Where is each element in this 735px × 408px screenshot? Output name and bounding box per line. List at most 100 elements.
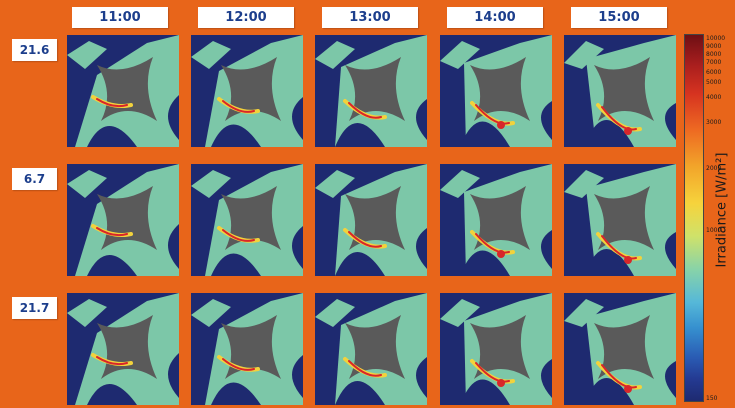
shadow-lobe <box>168 353 179 398</box>
shadow-lobe <box>665 361 676 398</box>
hotspot-band <box>96 98 128 108</box>
map-panel-r1-c2 <box>191 35 303 147</box>
sunlit-patch <box>67 170 107 198</box>
obstacle-shape <box>221 57 281 121</box>
shadow-lobe <box>335 123 385 147</box>
shadow-lobe <box>665 232 676 269</box>
hotspot-band <box>601 364 637 389</box>
hotspot-band <box>475 233 510 254</box>
colorbar-tick: 1000 <box>706 227 722 234</box>
sunlit-patch <box>564 299 604 327</box>
hotspot <box>624 256 632 264</box>
shadow-lobe <box>335 381 385 405</box>
hotspot <box>497 121 505 129</box>
hotspot-band <box>96 227 128 237</box>
map-panel-r3-c5 <box>564 293 676 405</box>
colorbar-title: Irradiance [W/m²] <box>714 152 730 268</box>
map-panel-r2-c3 <box>315 164 427 276</box>
colorbar-tick: 5000 <box>706 79 722 86</box>
time-label-1: 11:00 <box>72 7 168 28</box>
obstacle-shape <box>594 186 654 250</box>
obstacle-shape <box>594 315 654 379</box>
hotspot-band <box>475 104 510 125</box>
colorbar-tick: 3000 <box>706 119 722 126</box>
shadow-lobe <box>168 224 179 269</box>
colorbar-tick: 4000 <box>706 94 722 101</box>
obstacle-shape <box>221 315 281 379</box>
map-panel-r1-c5 <box>564 35 676 147</box>
shadow-lobe <box>87 384 137 405</box>
hotspot <box>497 250 505 258</box>
sunlit-patch <box>191 41 231 69</box>
time-label-5: 15:00 <box>571 7 667 28</box>
hotspot-band <box>348 231 382 248</box>
row-label-3: 21.7 <box>12 297 57 319</box>
sunlit-patch <box>440 41 480 69</box>
shadow-lobe <box>211 382 261 405</box>
sunlit-patch <box>315 170 355 198</box>
colorbar-tick: 8000 <box>706 51 722 58</box>
obstacle-shape <box>470 186 530 250</box>
hotspot-band <box>222 358 255 371</box>
irradiance-colorbar <box>684 34 704 402</box>
shadow-lobe <box>584 249 634 276</box>
obstacle-shape <box>470 57 530 121</box>
colorbar-tick: 6000 <box>706 69 722 76</box>
map-panel-r2-c4 <box>440 164 552 276</box>
shadow-lobe <box>541 359 552 398</box>
shadow-lobe <box>416 357 427 398</box>
hotspot-band <box>601 235 637 260</box>
row-label-1: 21.6 <box>12 39 57 61</box>
map-panel-r3-c1 <box>67 293 179 405</box>
shadow-lobe <box>416 228 427 269</box>
sunlit-patch <box>315 299 355 327</box>
obstacle-shape <box>470 315 530 379</box>
hotspot <box>624 385 632 393</box>
obstacle-shape <box>221 186 281 250</box>
map-panel-r1-c3 <box>315 35 427 147</box>
sunlit-patch <box>564 170 604 198</box>
sunlit-patch <box>67 299 107 327</box>
sunlit-patch <box>440 170 480 198</box>
hotspot-band <box>222 229 255 242</box>
sunlit-patch <box>564 41 604 69</box>
map-panel-r1-c1 <box>67 35 179 147</box>
shadow-lobe <box>87 255 137 276</box>
colorbar-tick: 9000 <box>706 43 722 50</box>
map-panel-r2-c2 <box>191 164 303 276</box>
colorbar-tick: 7000 <box>706 59 722 66</box>
sunlit-patch <box>191 299 231 327</box>
shadow-lobe <box>211 253 261 276</box>
time-label-4: 14:00 <box>447 7 543 28</box>
hotspot <box>497 379 505 387</box>
shadow-lobe <box>292 226 303 269</box>
shadow-lobe <box>292 97 303 140</box>
shadow-lobe <box>168 95 179 140</box>
shadow-lobe <box>416 99 427 140</box>
hotspot-band <box>348 102 382 119</box>
shadow-lobe <box>87 126 137 147</box>
shadow-lobe <box>584 378 634 405</box>
map-panel-r3-c3 <box>315 293 427 405</box>
shadow-lobe <box>460 250 510 276</box>
hotspot-band <box>348 360 382 377</box>
sunlit-patch <box>191 170 231 198</box>
hotspot <box>624 127 632 135</box>
obstacle-shape <box>345 315 405 379</box>
map-panel-r2-c5 <box>564 164 676 276</box>
map-panel-r1-c4 <box>440 35 552 147</box>
shadow-lobe <box>541 230 552 269</box>
hotspot-band <box>475 362 510 383</box>
shadow-lobe <box>584 120 634 147</box>
shadow-lobe <box>211 124 261 147</box>
obstacle-shape <box>594 57 654 121</box>
sunlit-patch <box>67 41 107 69</box>
time-label-2: 12:00 <box>198 7 294 28</box>
colorbar-tick: 2000 <box>706 165 722 172</box>
shadow-lobe <box>460 379 510 405</box>
obstacle-shape <box>345 57 405 121</box>
map-panel-r3-c2 <box>191 293 303 405</box>
shadow-lobe <box>541 101 552 140</box>
colorbar-tick: 10000 <box>706 35 726 42</box>
colorbar-tick: 150 <box>706 395 718 402</box>
